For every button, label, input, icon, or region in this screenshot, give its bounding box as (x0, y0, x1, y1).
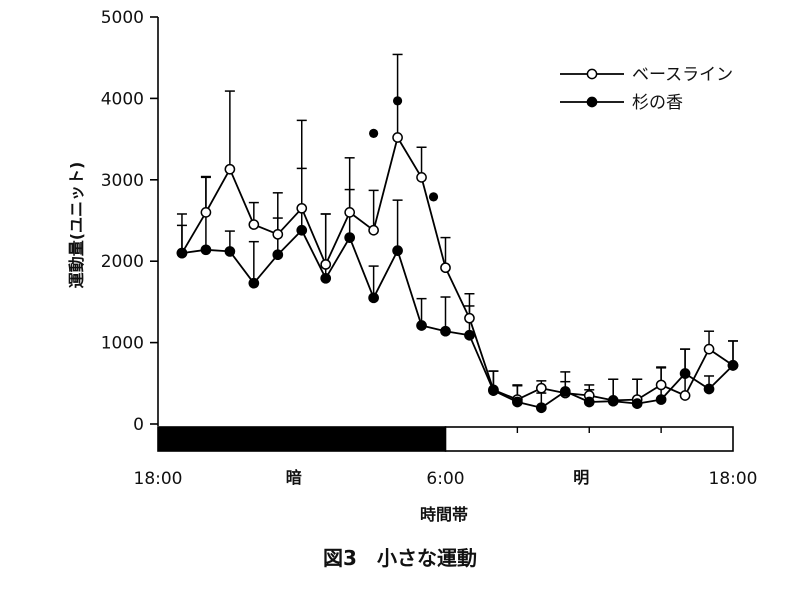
period-label: 暗 (286, 468, 302, 487)
y-tick-label: 3000 (101, 171, 144, 191)
data-point (320, 272, 332, 284)
data-point (224, 246, 236, 257)
data-point (296, 202, 308, 214)
x-axis-title: 時間帯 (420, 505, 468, 524)
data-point (631, 398, 643, 409)
legend-label: 杉の香 (632, 93, 683, 113)
data-point (512, 396, 523, 408)
significance-marker (369, 128, 379, 139)
data-point (440, 325, 451, 337)
legend-marker (586, 96, 598, 108)
data-point (464, 312, 475, 324)
data-point (416, 320, 427, 331)
x-tick-label: 6:00 (426, 469, 464, 489)
data-point (679, 368, 691, 379)
data-point (224, 163, 236, 175)
data-point (392, 245, 403, 256)
data-point (296, 224, 308, 236)
y-axis: 0 1000 2000 3000 4000 5000 (101, 8, 159, 435)
series-lines (181, 136, 734, 409)
data-point (464, 329, 475, 341)
data-point (607, 395, 619, 407)
data-point (535, 402, 547, 414)
data-point (248, 277, 260, 289)
data-point (416, 172, 427, 183)
y-tick-label: 5000 (101, 8, 144, 28)
y-tick-label: 2000 (101, 252, 144, 272)
significance-marker (392, 96, 403, 106)
data-point (368, 224, 379, 236)
figure-title: 図3 小さな運動 (323, 546, 477, 570)
data-point (248, 219, 260, 230)
data-point (703, 383, 715, 395)
y-tick-label: 4000 (101, 89, 144, 109)
series-points (176, 132, 739, 414)
y-axis-title: 運動量(ユニット) (67, 162, 86, 289)
significance-markers (369, 96, 439, 202)
x-tick-label: 18:00 (134, 469, 183, 489)
data-point (655, 379, 667, 391)
y-tick-label: 0 (133, 415, 144, 435)
data-point (703, 343, 715, 355)
data-point (176, 247, 188, 259)
light-dark-bar: 暗明 (157, 426, 734, 487)
error-bars (176, 53, 738, 408)
data-point (727, 360, 739, 371)
data-point (200, 207, 212, 218)
y-tick-label: 1000 (101, 334, 144, 354)
data-point (488, 385, 499, 396)
x-axis: 18:00 6:00 18:00 (134, 427, 758, 489)
data-point (368, 292, 379, 304)
data-point (559, 386, 571, 397)
data-point (200, 244, 212, 256)
data-point (344, 207, 356, 218)
data-point (679, 390, 691, 401)
data-point (583, 396, 595, 408)
significance-marker (428, 192, 439, 202)
legend-marker (586, 68, 598, 80)
data-point (440, 262, 451, 274)
data-point (320, 259, 332, 270)
data-point (655, 394, 667, 405)
legend-label: ベースライン (632, 65, 733, 85)
data-point (392, 132, 403, 143)
data-point (272, 249, 284, 261)
period-label: 明 (573, 468, 589, 487)
series-line-2 (181, 229, 734, 409)
data-point (344, 232, 356, 243)
x-tick-label: 18:00 (709, 469, 758, 489)
data-point (535, 382, 547, 394)
data-point (272, 228, 284, 240)
